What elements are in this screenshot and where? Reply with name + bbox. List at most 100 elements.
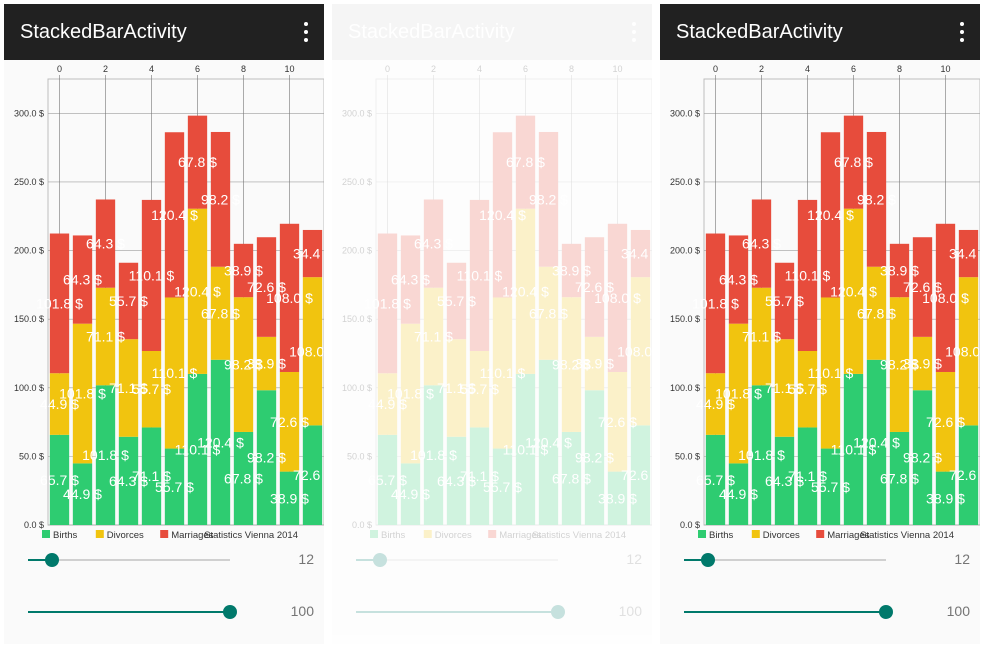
y-tick-label: 150.0 $ xyxy=(670,314,700,324)
bar-segment-births xyxy=(302,425,323,525)
data-label: 120.4 $ xyxy=(151,207,198,223)
data-label: 98.2 $ xyxy=(529,191,568,207)
y-tick-label: 250.0 $ xyxy=(670,177,700,187)
data-label: 120.4 $ xyxy=(807,207,854,223)
data-label: 44.9 $ xyxy=(368,396,407,412)
slider-track[interactable] xyxy=(356,559,558,561)
bar-segment-divorces xyxy=(538,266,559,360)
data-label: 110.1 $ xyxy=(480,365,526,381)
y-tick-label: 250.0 $ xyxy=(14,177,44,187)
slider-value: 100 xyxy=(290,603,314,619)
bar-segment-births xyxy=(423,385,444,525)
data-label: 64.3 $ xyxy=(86,236,125,252)
bar-segment-births xyxy=(866,359,887,525)
legend-label: Marriages xyxy=(499,530,541,541)
app-bar: StackedBarActivity xyxy=(332,4,652,60)
bar-segment-births xyxy=(49,434,70,525)
slider-track[interactable] xyxy=(684,559,886,561)
data-label: 98.2 $ xyxy=(857,191,896,207)
data-label: 55.7 $ xyxy=(155,479,194,495)
data-label: 34.4 $ xyxy=(621,246,652,262)
x-tick-label: 0 xyxy=(713,64,718,74)
data-label: 101.8 $ xyxy=(715,386,762,402)
data-label: 120.4 $ xyxy=(525,434,572,450)
bar-segment-marriages xyxy=(210,131,231,267)
slider-thumb[interactable] xyxy=(701,553,716,567)
slider-y-range[interactable]: 100 xyxy=(660,597,980,627)
slider-y-range[interactable]: 100 xyxy=(332,597,652,627)
overflow-menu-icon[interactable] xyxy=(626,22,642,42)
data-label: 101.8 $ xyxy=(410,447,457,463)
data-label: 72.6 $ xyxy=(926,414,965,430)
data-label: 110.1 $ xyxy=(129,267,175,283)
slider-x-count[interactable]: 12 xyxy=(660,545,980,575)
y-tick-label: 50.0 $ xyxy=(347,451,372,461)
slider-thumb[interactable] xyxy=(551,605,565,619)
stacked-bar-chart[interactable]: 0.0 $ 50.0 $ 100.0 $ 150.0 $ 200.0 $ 250.0 $ 3… xyxy=(332,60,652,544)
slider-y-range[interactable]: 100 xyxy=(4,597,324,627)
data-label: 38.9 $ xyxy=(552,263,591,279)
bar-segment-marriages xyxy=(751,199,772,288)
legend-swatch xyxy=(751,530,760,538)
slider-thumb[interactable] xyxy=(373,553,388,567)
bar-segment-divorces xyxy=(469,350,490,428)
data-label: 98.2 $ xyxy=(575,450,614,466)
slider-track[interactable] xyxy=(28,559,230,561)
data-label: 110.1 $ xyxy=(808,365,854,381)
slider-track[interactable] xyxy=(684,611,886,613)
slider-x-count[interactable]: 12 xyxy=(332,545,652,575)
overflow-menu-icon[interactable] xyxy=(298,22,314,42)
stacked-bar-chart[interactable]: 0.0 $ 50.0 $ 100.0 $ 150.0 $ 200.0 $ 250.0 $ 3… xyxy=(660,60,980,544)
bar-segment-marriages xyxy=(820,132,841,298)
bar-segment-divorces xyxy=(774,339,795,437)
x-tick-label: 8 xyxy=(241,64,246,74)
legend-label: Divorces xyxy=(107,530,144,541)
slider-thumb[interactable] xyxy=(45,553,60,567)
bar-segment-marriages xyxy=(256,237,277,337)
data-label: 55.7 $ xyxy=(437,293,476,309)
bar-segment-births xyxy=(400,463,421,525)
bar-segment-divorces xyxy=(705,373,726,435)
y-tick-label: 150.0 $ xyxy=(14,314,44,324)
data-label: 44.9 $ xyxy=(696,396,735,412)
overflow-menu-icon[interactable] xyxy=(954,22,970,42)
data-label: 71.1 $ xyxy=(86,329,125,345)
bar-segment-divorces xyxy=(95,287,116,386)
slider-track[interactable] xyxy=(356,611,558,613)
data-label: 71.1 $ xyxy=(742,329,781,345)
data-label: 65.7 $ xyxy=(368,472,407,488)
chart-svg: 0.0 $ 50.0 $ 100.0 $ 150.0 $ 200.0 $ 250.0 $ 3… xyxy=(14,64,324,541)
bar-segment-divorces xyxy=(164,297,185,449)
bar-segment-births xyxy=(164,448,185,525)
data-label: 38.9 $ xyxy=(880,263,919,279)
y-tick-label: 200.0 $ xyxy=(670,246,700,256)
x-tick-label: 8 xyxy=(569,64,574,74)
data-label: 71.1 $ xyxy=(109,380,148,396)
slider-thumb[interactable] xyxy=(223,605,237,619)
bar-segment-births xyxy=(728,463,749,525)
bar-segment-divorces xyxy=(377,373,398,435)
bar-segment-marriages xyxy=(958,229,979,278)
bar-segment-births xyxy=(233,431,254,525)
stacked-bar-chart[interactable]: 0.0 $ 50.0 $ 100.0 $ 150.0 $ 200.0 $ 250.0 $ 3… xyxy=(4,60,324,544)
bar-segment-births xyxy=(469,427,490,525)
bar-segment-divorces xyxy=(446,339,467,437)
bar-segment-births xyxy=(630,425,651,525)
data-label: 101.8 $ xyxy=(36,295,83,311)
bar-segment-divorces xyxy=(400,323,421,464)
legend-swatch xyxy=(370,530,378,538)
slider-thumb[interactable] xyxy=(879,605,893,619)
bar-segment-divorces xyxy=(607,371,628,472)
slider-value: 12 xyxy=(298,551,314,567)
bar-segment-divorces xyxy=(797,350,818,428)
bar-segment-births xyxy=(515,373,536,525)
bar-segment-divorces xyxy=(728,323,749,464)
data-label: 67.8 $ xyxy=(880,470,919,486)
data-label: 38.9 $ xyxy=(926,490,965,506)
data-label: 71.1 $ xyxy=(132,468,171,484)
bar-segment-births xyxy=(958,425,979,525)
slider-track[interactable] xyxy=(28,611,230,613)
slider-x-count[interactable]: 12 xyxy=(4,545,324,575)
data-label: 101.8 $ xyxy=(738,447,785,463)
bar-segment-births xyxy=(377,434,398,525)
